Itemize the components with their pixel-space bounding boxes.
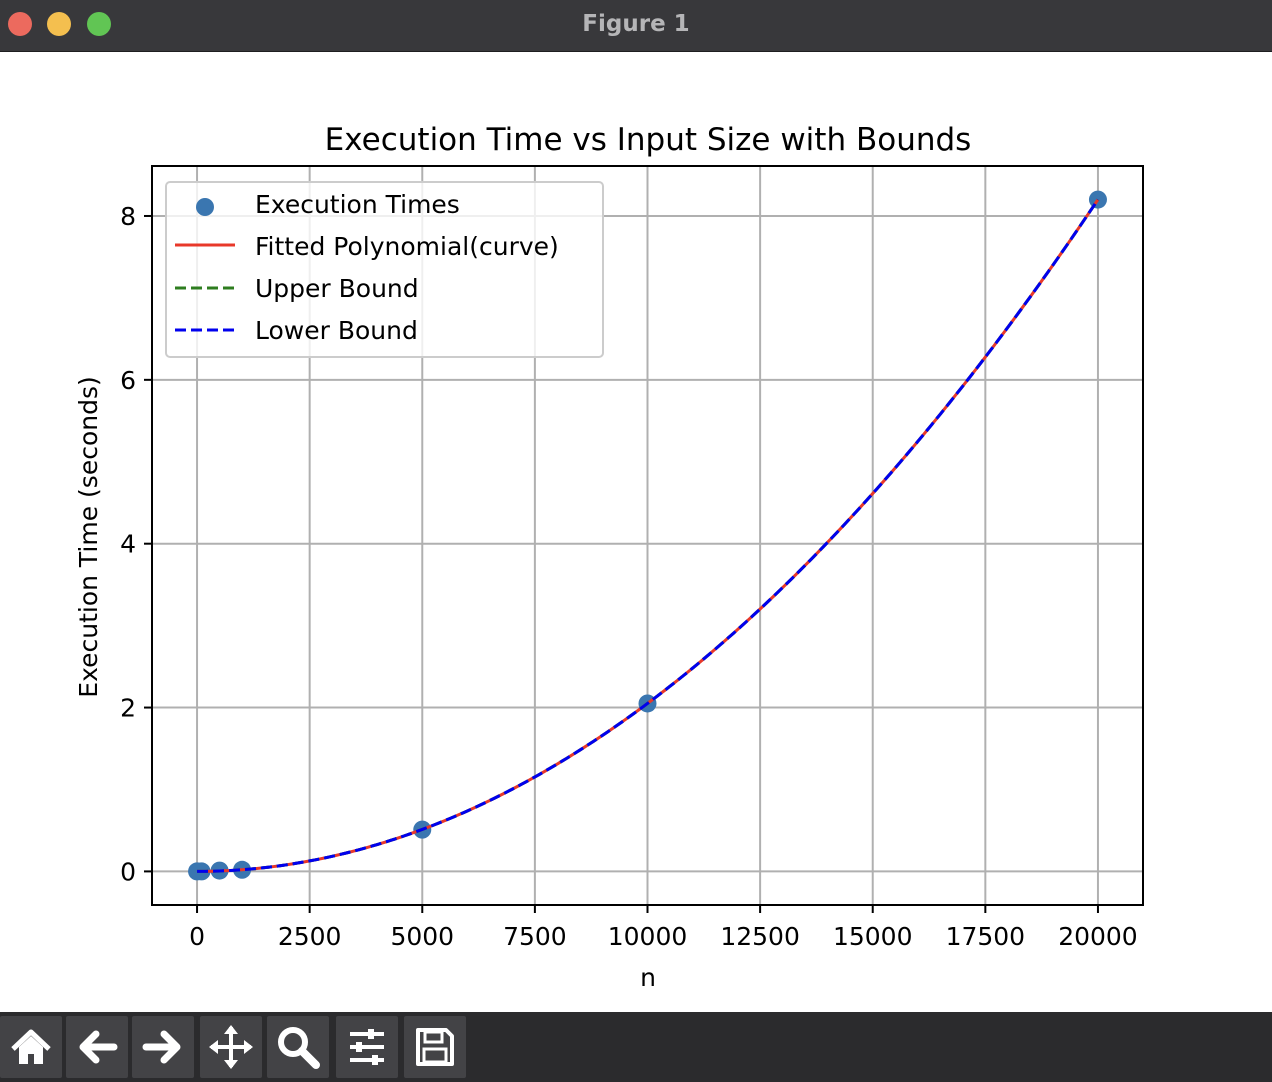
x-axis-label: n <box>640 963 656 992</box>
x-tick-label: 7500 <box>503 922 567 951</box>
scatter-point <box>1088 190 1107 209</box>
magnifier-icon <box>278 1027 320 1069</box>
close-window-button[interactable] <box>8 12 32 36</box>
home-button[interactable] <box>0 1016 62 1078</box>
window-titlebar: Figure 1 <box>0 0 1272 52</box>
minimize-window-button[interactable] <box>47 12 71 36</box>
y-tick-label: 4 <box>120 530 136 559</box>
back-button[interactable] <box>66 1016 128 1078</box>
navigation-toolbar <box>0 1012 1272 1082</box>
chart: Execution Time vs Input Size with Bounds… <box>74 122 1144 992</box>
window-title: Figure 1 <box>582 11 690 37</box>
zoom-button[interactable] <box>267 1016 329 1078</box>
y-tick-label: 2 <box>120 694 136 723</box>
x-tick-label: 12500 <box>720 922 800 951</box>
x-axis-ticks: 0 2500 5000 7500 10000 12500 15000 17500 20000 <box>189 905 1138 951</box>
y-tick-label: 8 <box>120 202 136 231</box>
x-tick-label: 2500 <box>278 922 342 951</box>
chart-title: Execution Time vs Input Size with Bounds <box>325 122 972 158</box>
maximize-window-button[interactable] <box>87 12 111 36</box>
y-axis-label: Execution Time (seconds) <box>74 376 103 697</box>
figure-canvas: Execution Time vs Input Size with Bounds… <box>0 52 1272 1012</box>
legend-box <box>165 181 604 358</box>
move-icon <box>209 1025 253 1069</box>
legend-label-execution-times: Execution Times <box>255 190 460 219</box>
configure-subplots-button[interactable] <box>336 1016 398 1078</box>
x-tick-label: 17500 <box>946 922 1026 951</box>
y-axis-ticks: 0 2 4 6 8 <box>120 202 152 886</box>
legend: Execution Times Fitted Polynomial(curve)… <box>165 181 604 358</box>
save-button[interactable] <box>404 1016 466 1078</box>
x-tick-label: 10000 <box>608 922 688 951</box>
legend-label-lower: Lower Bound <box>255 316 418 345</box>
arrow-right-icon <box>142 1030 181 1064</box>
x-tick-label: 15000 <box>833 922 913 951</box>
x-tick-label: 0 <box>189 922 205 951</box>
x-tick-label: 5000 <box>390 922 454 951</box>
pan-button[interactable] <box>200 1016 262 1078</box>
legend-label-upper: Upper Bound <box>255 274 419 303</box>
arrow-left-icon <box>79 1030 118 1064</box>
home-icon <box>11 1029 51 1064</box>
floppy-disk-icon <box>416 1028 454 1066</box>
legend-label-fitted: Fitted Polynomial(curve) <box>255 232 559 261</box>
x-tick-label: 20000 <box>1058 922 1138 951</box>
y-tick-label: 0 <box>120 857 136 886</box>
forward-button[interactable] <box>132 1016 194 1078</box>
series-line-lower-bound <box>197 198 1100 873</box>
sliders-icon <box>350 1029 384 1065</box>
curves <box>197 198 1100 873</box>
y-tick-label: 6 <box>120 366 136 395</box>
legend-marker-execution-times <box>196 198 214 216</box>
